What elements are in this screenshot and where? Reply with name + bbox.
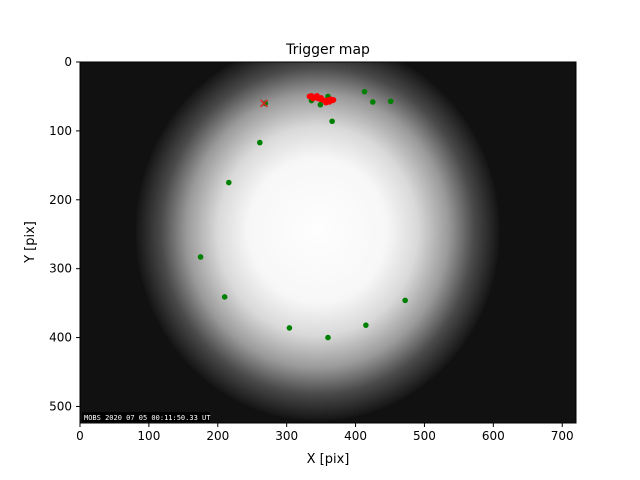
green-trigger-point (286, 325, 293, 331)
green-trigger-point (369, 99, 376, 105)
cross-marker (259, 99, 268, 108)
x-tick-label: 600 (482, 429, 505, 443)
green-trigger-point (221, 294, 228, 300)
chart-title: Trigger map (285, 42, 370, 58)
red-trigger-point (326, 99, 333, 105)
x-tick-label: 100 (137, 429, 160, 443)
x-tick-label: 700 (551, 429, 574, 443)
red-trigger-point (318, 95, 324, 101)
plot-area: MOBS 2020 07 05 00:11:50.33 UT (80, 62, 576, 423)
x-tick-label: 300 (275, 429, 298, 443)
x-axis: 0 100 200 300 400 500 600 700 (76, 423, 574, 443)
points-layer (197, 88, 408, 341)
green-trigger-point (361, 88, 368, 95)
red-trigger-point (330, 97, 337, 103)
green-trigger-point (226, 179, 232, 186)
green-trigger-point (325, 334, 331, 341)
y-tick-label: 300 (49, 262, 72, 276)
green-trigger-point (317, 101, 324, 108)
green-trigger-point (257, 139, 263, 146)
y-tick-label: 500 (49, 399, 72, 413)
green-trigger-point (387, 98, 394, 105)
y-tick-label: 200 (49, 193, 72, 207)
red-trigger-point (310, 95, 316, 102)
y-tick-label: 100 (49, 124, 72, 138)
y-axis: 0 100 200 300 400 500 (49, 55, 80, 413)
y-axis-label: Y [pix] (23, 221, 38, 264)
green-trigger-point (363, 322, 369, 328)
red-trigger-point (314, 92, 320, 99)
green-trigger-point (402, 297, 408, 304)
x-tick-label: 200 (206, 429, 229, 443)
y-tick-label: 0 (64, 55, 72, 69)
green-trigger-point (329, 118, 335, 125)
green-trigger-point (197, 254, 204, 260)
green-trigger-point (262, 100, 269, 107)
x-tick-label: 500 (413, 429, 436, 443)
y-tick-label: 400 (49, 331, 72, 345)
sky-glow (135, 62, 500, 421)
plot-frame (79, 61, 577, 424)
x-tick-label: 0 (76, 429, 84, 443)
stamp-bar (82, 412, 210, 422)
timestamp-stamp: MOBS 2020 07 05 00:11:50.33 UT (84, 414, 211, 422)
x-tick-label: 400 (344, 429, 367, 443)
x-axis-label: X [pix] (307, 452, 350, 467)
